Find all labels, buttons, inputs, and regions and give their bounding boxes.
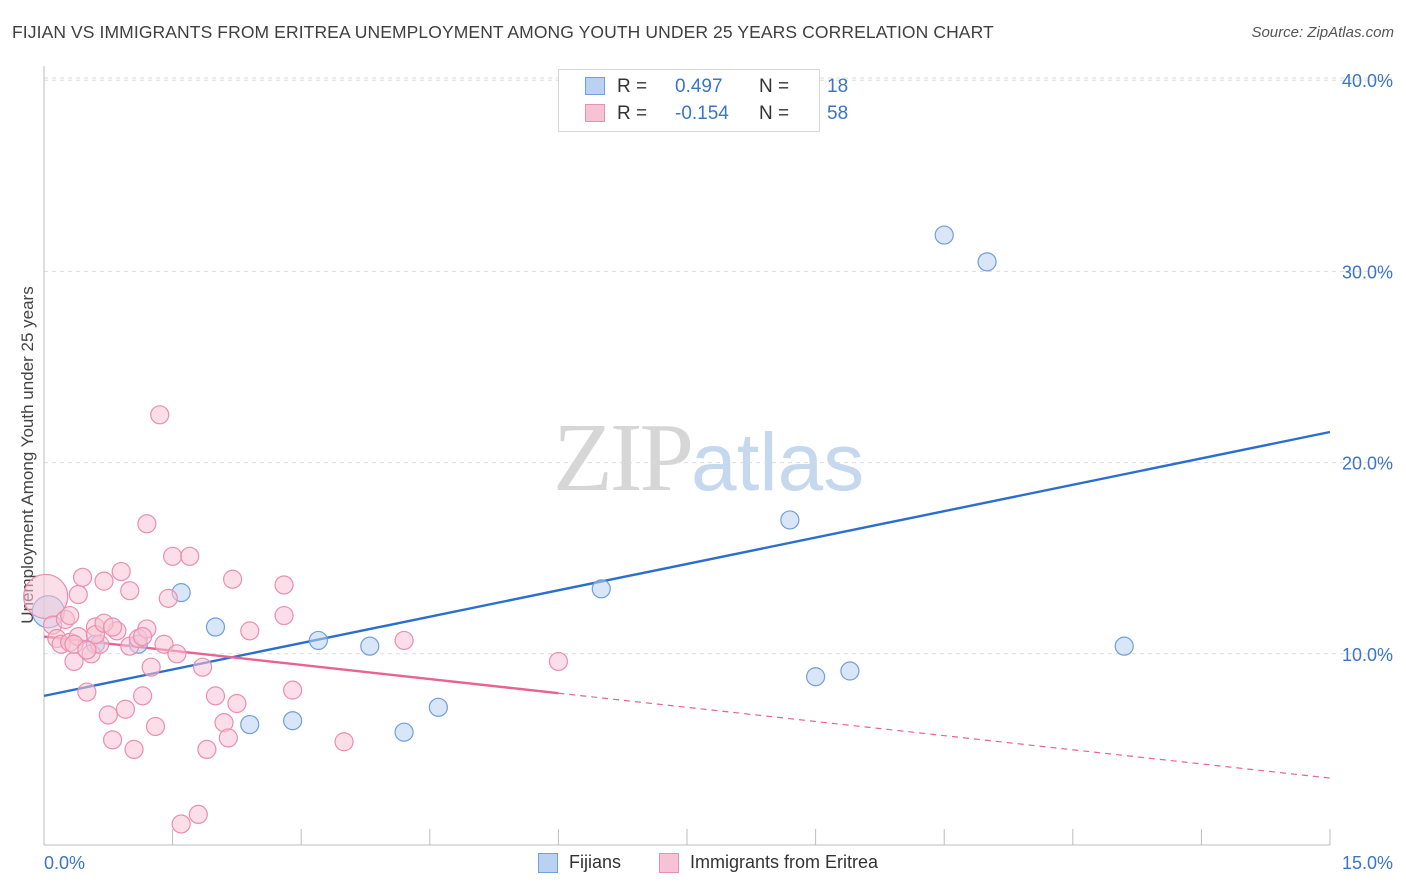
- point-eritrea: [163, 546, 183, 566]
- source-label: Source: ZipAtlas.com: [1251, 24, 1394, 41]
- point-eritrea: [223, 569, 243, 589]
- legend-n-value: 58: [827, 103, 849, 124]
- grid: [44, 77, 1395, 655]
- point-eritrea: [60, 605, 80, 626]
- point-fijians: [205, 617, 226, 637]
- point-fijians: [394, 722, 414, 742]
- point-fijians: [360, 636, 380, 656]
- point-fijians: [283, 711, 303, 731]
- bottom-legend-swatch-pink: [659, 853, 679, 873]
- point-fijians: [308, 630, 328, 651]
- watermark-zip: ZIP: [553, 404, 694, 512]
- point-eritrea: [145, 716, 166, 737]
- point-eritrea: [218, 728, 238, 748]
- point-eritrea: [115, 699, 136, 719]
- point-fijians: [591, 579, 611, 599]
- y-tick-label: 20.0%: [1342, 454, 1393, 474]
- point-eritrea: [158, 588, 178, 608]
- point-eritrea: [120, 581, 140, 601]
- legend-r-value: -0.154: [675, 103, 729, 124]
- point-eritrea: [141, 657, 161, 677]
- chart-title: FIJIAN VS IMMIGRANTS FROM ERITREA UNEMPL…: [12, 22, 994, 42]
- point-eritrea: [68, 584, 88, 605]
- y-tick-label: 30.0%: [1342, 262, 1393, 282]
- point-fijians: [934, 225, 954, 245]
- x-tick-label: 15.0%: [1342, 853, 1393, 873]
- point-eritrea: [137, 514, 157, 534]
- point-eritrea: [334, 732, 354, 752]
- point-fijians: [428, 697, 448, 717]
- point-eritrea: [205, 686, 226, 706]
- point-eritrea: [98, 705, 118, 725]
- point-eritrea: [240, 621, 260, 641]
- point-eritrea: [548, 651, 569, 672]
- point-eritrea: [394, 630, 414, 651]
- point-eritrea: [77, 682, 97, 702]
- bottom-legend-label: Fijians: [569, 852, 622, 872]
- legend-n-label: N =: [759, 76, 790, 97]
- point-fijians: [977, 252, 997, 272]
- bottom-legend-swatch-blue: [538, 853, 558, 873]
- point-fijians: [240, 714, 260, 735]
- bottom-legend-label: Immigrants from Eritrea: [690, 852, 879, 872]
- point-eritrea: [77, 640, 97, 660]
- point-fijians: [805, 667, 826, 687]
- legend-r-label: R =: [617, 103, 648, 124]
- trend-line-blue: [43, 430, 1331, 698]
- legend-r-value: 0.497: [675, 76, 723, 97]
- point-eritrea: [154, 634, 174, 654]
- legend-swatch-blue: [585, 77, 605, 95]
- stats-legend: R = 0.497 N = 18 R = -0.154 N = 58: [558, 69, 848, 132]
- point-eritrea: [274, 605, 294, 626]
- point-eritrea: [197, 739, 217, 760]
- watermark: ZIPatlas: [553, 400, 864, 514]
- point-eritrea: [171, 814, 191, 834]
- legend-r-label: R =: [617, 76, 648, 97]
- point-eritrea: [94, 571, 114, 591]
- point-eritrea: [180, 546, 200, 566]
- trend-line-pink-extrapolated: [558, 692, 1331, 779]
- point-fijians: [780, 510, 800, 530]
- point-eritrea: [124, 739, 144, 760]
- point-eritrea: [132, 626, 153, 647]
- point-eritrea: [227, 693, 247, 714]
- data-points: [23, 225, 1134, 834]
- x-tick-label: 0.0%: [44, 853, 85, 873]
- point-eritrea: [72, 567, 93, 587]
- point-eritrea: [132, 686, 153, 706]
- legend-swatch-pink: [585, 104, 605, 122]
- point-eritrea: [111, 561, 131, 582]
- tick-labels: 10.0% 20.0% 30.0% 40.0% 0.0% 15.0%: [44, 71, 1393, 873]
- point-eritrea: [283, 680, 303, 700]
- y-tick-label: 40.0%: [1342, 71, 1393, 91]
- point-eritrea: [150, 405, 170, 425]
- trend-lines: [43, 430, 1331, 779]
- axes: [43, 66, 1331, 846]
- point-fijians: [1114, 636, 1134, 656]
- legend-n-value: 18: [827, 76, 849, 97]
- point-eritrea: [274, 575, 294, 595]
- point-eritrea: [193, 657, 213, 677]
- y-tick-label: 10.0%: [1342, 645, 1393, 665]
- legend-n-label: N =: [759, 103, 790, 124]
- point-fijians: [840, 661, 860, 681]
- point-eritrea: [167, 644, 187, 664]
- point-eritrea: [188, 804, 208, 825]
- point-eritrea: [102, 730, 123, 750]
- point-eritrea: [102, 617, 123, 637]
